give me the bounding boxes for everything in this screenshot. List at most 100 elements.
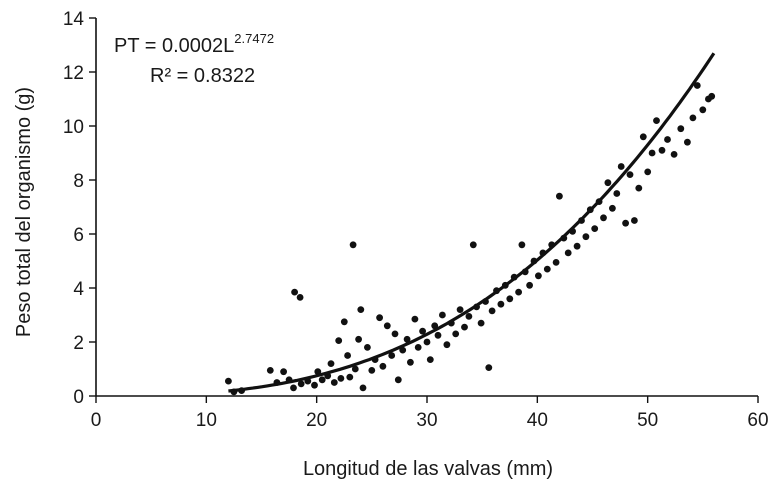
data-point [266, 367, 274, 374]
data-point [434, 331, 442, 339]
x-tick-label: 40 [527, 410, 548, 431]
data-point [419, 327, 426, 335]
data-point [622, 219, 629, 227]
x-tick-label: 50 [637, 410, 658, 431]
x-tick-label: 60 [747, 410, 768, 431]
data-point [327, 360, 335, 367]
data-point [644, 168, 652, 176]
data-point [368, 367, 376, 374]
data-point [699, 106, 707, 114]
data-point [376, 314, 383, 322]
data-point [677, 125, 685, 133]
data-point [693, 82, 701, 89]
data-point [346, 373, 354, 381]
data-point [407, 358, 414, 366]
data-point [564, 249, 572, 257]
data-point [403, 335, 411, 343]
data-point [689, 114, 697, 122]
x-tick-label: 30 [416, 410, 437, 431]
x-axis-title: Longitud de las valvas (mm) [303, 458, 553, 480]
data-point [280, 368, 287, 376]
data-point [556, 192, 563, 200]
data-point [357, 306, 365, 313]
data-point [573, 242, 581, 250]
data-point [394, 376, 402, 384]
data-point [635, 184, 643, 192]
data-point [469, 241, 477, 249]
data-point [708, 92, 716, 100]
data-point [648, 149, 656, 157]
data-point [335, 337, 343, 344]
y-tick-label: 12 [63, 63, 84, 84]
x-tick-label: 20 [306, 410, 327, 431]
data-point [291, 288, 298, 296]
data-point [609, 204, 616, 212]
data-point [349, 241, 357, 249]
data-point [515, 288, 522, 296]
data-point [391, 330, 399, 338]
data-point [439, 311, 446, 319]
data-point [631, 217, 638, 224]
x-tick-label: 0 [91, 410, 102, 431]
data-point [485, 364, 493, 371]
y-axis-title: Peso total del organismo (g) [13, 87, 35, 337]
y-tick-label: 14 [63, 9, 85, 30]
data-point [518, 241, 526, 249]
y-tick-label: 0 [73, 387, 84, 408]
data-point [477, 319, 485, 327]
data-point [311, 381, 318, 389]
y-tick-label: 8 [73, 171, 84, 192]
data-point [290, 384, 297, 392]
data-point [552, 259, 560, 266]
data-point [617, 163, 625, 170]
equation-exponent: 2.7472 [234, 31, 274, 46]
data-point [465, 313, 473, 320]
y-tick-label: 2 [73, 333, 84, 354]
data-point [388, 352, 396, 359]
data-point [359, 384, 367, 392]
data-point [351, 365, 359, 373]
data-point [426, 356, 434, 363]
x-tick-label: 10 [196, 410, 217, 431]
data-point [337, 375, 345, 382]
data-point [344, 352, 351, 359]
data-point [658, 146, 666, 154]
data-point [364, 344, 371, 351]
ticks: 0 10 20 30 40 50 60 0 2 4 6 8 10 12 14 [63, 9, 769, 431]
data-point [488, 307, 496, 315]
data-point [626, 171, 634, 179]
data-point [600, 214, 607, 222]
data-point [225, 377, 232, 385]
data-point [639, 133, 647, 141]
data-point [604, 179, 612, 187]
data-point [296, 294, 304, 301]
data-point [411, 315, 419, 323]
y-tick-label: 6 [73, 225, 84, 246]
data-point [526, 281, 533, 289]
data-point [535, 272, 542, 280]
data-point [318, 376, 326, 384]
data-point [591, 225, 599, 233]
data-point [297, 380, 305, 388]
trendline [228, 52, 716, 393]
data-point [431, 322, 439, 330]
data-point [452, 330, 460, 338]
data-point [506, 295, 514, 303]
data-point [383, 322, 391, 330]
data-point [355, 335, 362, 343]
data-point [684, 138, 691, 146]
data-point [340, 318, 348, 326]
y-tick-label: 10 [63, 117, 84, 138]
data-point [497, 300, 505, 308]
data-point [543, 265, 551, 273]
data-point [461, 323, 468, 331]
data-point [613, 190, 621, 197]
data-point [653, 117, 660, 124]
data-point [664, 136, 671, 143]
data-point [423, 338, 431, 346]
trendline-equation: PT = 0.0002L2.7472 [114, 31, 274, 57]
y-tick-label: 4 [73, 279, 84, 300]
data-point [330, 379, 338, 386]
data-point [414, 344, 422, 351]
